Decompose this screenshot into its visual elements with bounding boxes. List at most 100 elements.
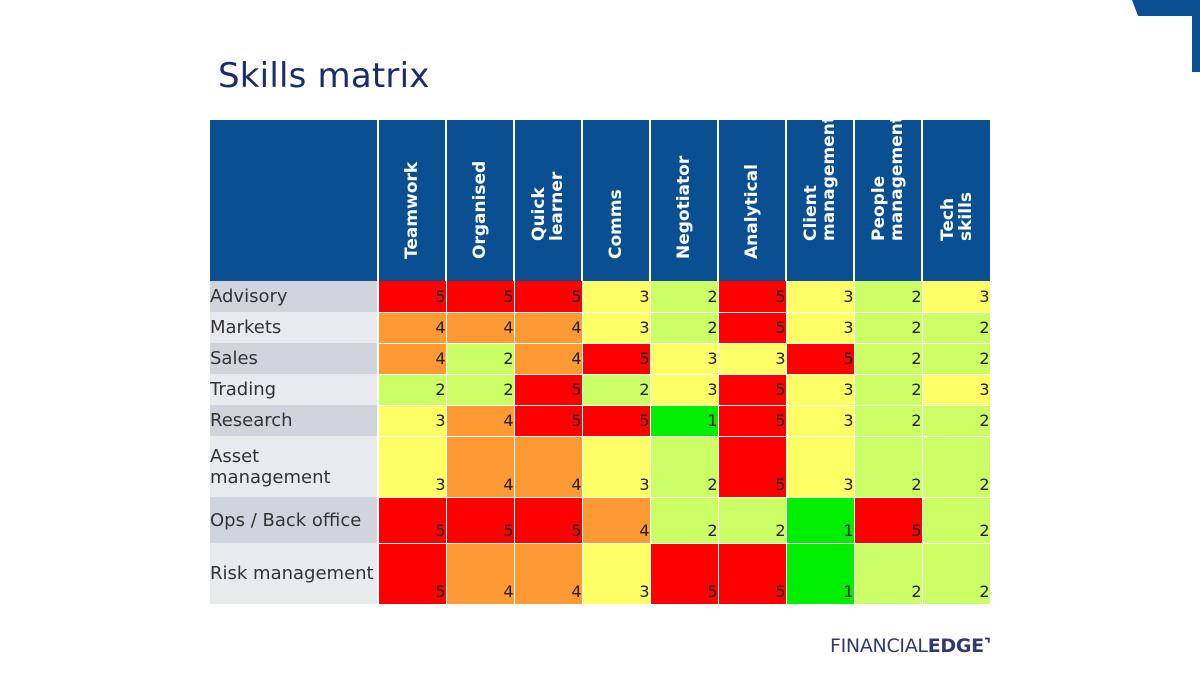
heatmap-cell: 4: [378, 343, 447, 375]
header-row: Teamwork Organised Quick learner Comms Negot…: [210, 115, 990, 281]
column-label: Negotiator: [674, 155, 694, 259]
heatmap-cell: 3: [922, 281, 991, 313]
heatmap-cell: 3: [582, 312, 651, 344]
row-label: Research: [210, 405, 379, 436]
heatmap-cell: 3: [786, 436, 855, 498]
heatmap-cell: 1: [786, 543, 855, 605]
row-label: Ops / Back office: [210, 497, 379, 543]
heatmap-cell: 2: [854, 543, 923, 605]
heatmap-cell: 4: [582, 497, 651, 544]
column-header-people-management: People management: [854, 115, 923, 281]
heatmap-cell: 2: [446, 374, 515, 406]
column-label: Tech skills: [937, 191, 976, 241]
heatmap-cell: 5: [786, 343, 855, 375]
heatmap-cell: 2: [650, 281, 719, 313]
row-trading: Trading 2 2 5 2 3 5 3 2 3: [210, 374, 991, 406]
heatmap-cell: 2: [650, 436, 719, 498]
heatmap-cell: 5: [514, 497, 583, 544]
heatmap-cell: 5: [854, 497, 923, 544]
heatmap-cell: 2: [650, 312, 719, 344]
row-label: Sales: [210, 343, 379, 374]
column-header-tech-skills: Tech skills: [922, 120, 990, 281]
heatmap-cell: 3: [786, 374, 855, 406]
heatmap-cell: 2: [922, 312, 991, 344]
heatmap-cell: 2: [854, 343, 923, 375]
heatmap-cell: 2: [378, 374, 447, 406]
heatmap-cell: 5: [718, 543, 787, 605]
column-header-negotiator: Negotiator: [650, 120, 719, 281]
heatmap-cell: 3: [922, 374, 991, 406]
row-label: Asset management: [210, 436, 379, 497]
heatmap-cell: 4: [514, 543, 583, 605]
heatmap-cell: 3: [582, 543, 651, 605]
heatmap-cell: 3: [786, 281, 855, 313]
column-label: Comms: [606, 189, 626, 259]
column-label: Analytical: [742, 164, 762, 259]
row-label: Trading: [210, 374, 379, 405]
heatmap-cell: 5: [582, 405, 651, 437]
page-title: Skills matrix: [218, 56, 430, 96]
heatmap-cell: 5: [718, 405, 787, 437]
heatmap-cell: 5: [378, 543, 447, 605]
heatmap-cell: 2: [446, 343, 515, 375]
column-label: Quick learner: [529, 171, 567, 241]
heatmap-cell: 5: [650, 543, 719, 605]
skills-matrix: Teamwork Organised Quick learner Comms Negot…: [210, 115, 991, 605]
corner-decoration: [1132, 0, 1200, 72]
column-header-quick-learner: Quick learner: [514, 120, 583, 281]
heatmap-cell: 3: [582, 281, 651, 313]
heatmap-cell: 5: [514, 405, 583, 437]
column-header-teamwork: Teamwork: [378, 120, 447, 281]
heatmap-cell: 2: [854, 436, 923, 498]
heatmap-cell: 4: [514, 312, 583, 344]
heatmap-cell: 2: [854, 281, 923, 313]
row-sales: Sales 4 2 4 5 3 3 5 2 2: [210, 343, 991, 375]
heatmap-cell: 5: [718, 374, 787, 406]
matrix-body: Advisory 5 5 5 3 2 5 3 2 3 Markets 4 4 4 3 2 5 3 2 2 Sales 4 2…: [210, 281, 991, 605]
heatmap-cell: 1: [650, 405, 719, 437]
heatmap-cell: 4: [378, 312, 447, 344]
heatmap-cell: 3: [650, 374, 719, 406]
column-header-organised: Organised: [446, 120, 515, 281]
heatmap-cell: 2: [854, 312, 923, 344]
row-label: Advisory: [210, 281, 379, 312]
heatmap-cell: 2: [582, 374, 651, 406]
heatmap-cell: 4: [446, 543, 515, 605]
heatmap-cell: 5: [718, 436, 787, 498]
row-markets: Markets 4 4 4 3 2 5 3 2 2: [210, 312, 991, 344]
heatmap-cell: 2: [922, 497, 991, 544]
heatmap-cell: 5: [718, 312, 787, 344]
heatmap-cell: 4: [446, 405, 515, 437]
heatmap-cell: 5: [378, 281, 447, 313]
heatmap-cell: 4: [514, 436, 583, 498]
heatmap-cell: 4: [446, 436, 515, 498]
column-label: Client management: [801, 115, 839, 241]
column-header-comms: Comms: [582, 120, 651, 281]
heatmap-cell: 2: [854, 405, 923, 437]
heatmap-cell: 2: [922, 543, 991, 605]
heatmap-cell: 5: [514, 281, 583, 313]
heatmap-cell: 5: [582, 343, 651, 375]
heatmap-cell: 2: [922, 436, 991, 498]
heatmap-cell: 5: [446, 497, 515, 544]
corner-header-cell: [210, 120, 379, 281]
financial-edge-logo: FINANCIALEDGE⌝: [830, 635, 991, 657]
column-label: Teamwork: [402, 161, 422, 259]
heatmap-cell: 5: [718, 281, 787, 313]
column-label: Organised: [470, 160, 490, 259]
heatmap-cell: 3: [582, 436, 651, 498]
row-advisory: Advisory 5 5 5 3 2 5 3 2 3: [210, 281, 991, 313]
heatmap-cell: 3: [650, 343, 719, 375]
heatmap-cell: 2: [922, 343, 991, 375]
heatmap-cell: 3: [718, 343, 787, 375]
heatmap-cell: 2: [718, 497, 787, 544]
heatmap-cell: 1: [786, 497, 855, 544]
heatmap-cell: 3: [786, 312, 855, 344]
heatmap-cell: 2: [922, 405, 991, 437]
row-risk-management: Risk management 5 4 4 3 5 5 1 2 2: [210, 543, 991, 605]
heatmap-cell: 4: [514, 343, 583, 375]
row-label: Risk management: [210, 543, 379, 604]
heatmap-cell: 3: [378, 436, 447, 498]
heatmap-cell: 5: [514, 374, 583, 406]
row-research: Research 3 4 5 5 1 5 3 2 2: [210, 405, 991, 437]
